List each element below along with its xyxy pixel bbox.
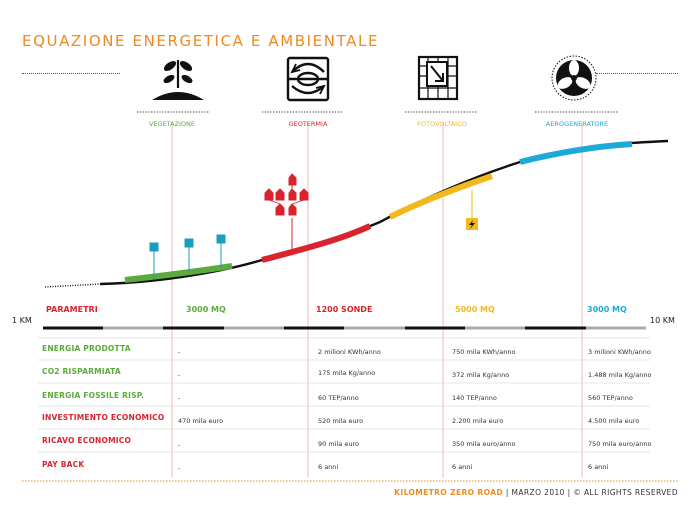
row-label: INVESTIMENTO ECONOMICO [42, 413, 165, 422]
title-divider [596, 73, 678, 74]
page-title: EQUAZIONE ENERGETICA E AMBIENTALE [22, 32, 380, 50]
tech-label-aerogeneratore: AEROGENERATORE [545, 120, 609, 128]
footer-brand: KILOMETRO ZERO ROAD [394, 488, 504, 497]
table-cell: 520 mila euro [318, 417, 364, 425]
table-cell: 350 mila euro/anno [452, 440, 516, 448]
table-cell: 2.200 mila euro [452, 417, 504, 425]
row-label: ENERGIA FOSSILE RISP. [42, 391, 145, 400]
table-cell: 6 anni [318, 463, 339, 471]
table-cell: 6 anni [588, 463, 609, 471]
table-cell: - [178, 348, 181, 356]
segment-geotermia [261, 223, 372, 263]
table-cell: - [178, 464, 181, 472]
table-cell: 6 anni [452, 463, 473, 471]
table-cell: - [178, 441, 181, 449]
solar-panel-icon [417, 55, 459, 101]
geothermal-icon [286, 56, 330, 102]
table-cell: 3 milioni KWh/anno [588, 348, 651, 356]
table-cell: - [178, 394, 181, 402]
table-cell: 1.488 mila Kg/anno [588, 371, 652, 379]
scale-end-label: 10 KM [650, 316, 675, 325]
column-header: 3000 MQ [186, 305, 226, 314]
segment-vegetazione [124, 263, 233, 283]
table-cell: 750 mila euro/anno [588, 440, 652, 448]
row-label: CO2 RISPARMIATA [42, 367, 121, 376]
plant-icon [152, 60, 204, 100]
column-header: 3000 MQ [587, 305, 627, 314]
column-header: 1200 SONDE [316, 305, 373, 314]
table-cell: - [178, 371, 181, 379]
scale-start-label: 1 KM [12, 316, 32, 325]
row-label: PAY BACK [42, 460, 85, 469]
table-cell: 750 mila KWh/anno [452, 348, 516, 356]
lightning-marker-icon [466, 190, 478, 230]
table-cell: 470 mila euro [178, 417, 224, 425]
row-label: ENERGIA PRODOTTA [42, 344, 131, 353]
table-cell: 60 TEP/anno [318, 394, 359, 402]
wind-turbine-icon [551, 55, 597, 101]
tech-label-fotovoltaico: FOTOVOLTAICO [417, 120, 467, 128]
table-cell: 90 mila euro [318, 440, 359, 448]
column-header: 5000 MQ [455, 305, 495, 314]
row-label: RICAVO ECONOMICO [42, 436, 132, 445]
footer-rights: | MARZO 2010 | © ALL RIGHTS RESERVED [503, 488, 678, 497]
segment-fotovoltaico [388, 173, 493, 220]
vegetation-markers [149, 234, 226, 278]
table-cell: 4.500 mila euro [588, 417, 640, 425]
title-divider [22, 73, 120, 74]
segment-aerogeneratore [519, 141, 633, 165]
table-cell: 140 TEP/anno [452, 394, 497, 402]
table-cell: 560 TEP/anno [588, 394, 633, 402]
tech-label-vegetazione: VEGETAZIONE [148, 120, 196, 128]
table-cell: 175 mila Kg/anno [318, 369, 376, 377]
params-header: PARAMETRI [46, 305, 98, 314]
footer: KILOMETRO ZERO ROAD | MARZO 2010 | © ALL… [394, 488, 678, 497]
table-cell: 372 mila Kg/anno [452, 371, 510, 379]
geothermal-houses-icon [264, 173, 309, 252]
table-cell: 2 milioni KWh/anno [318, 348, 381, 356]
tech-label-geotermia: GEOTERMIA [288, 120, 328, 128]
